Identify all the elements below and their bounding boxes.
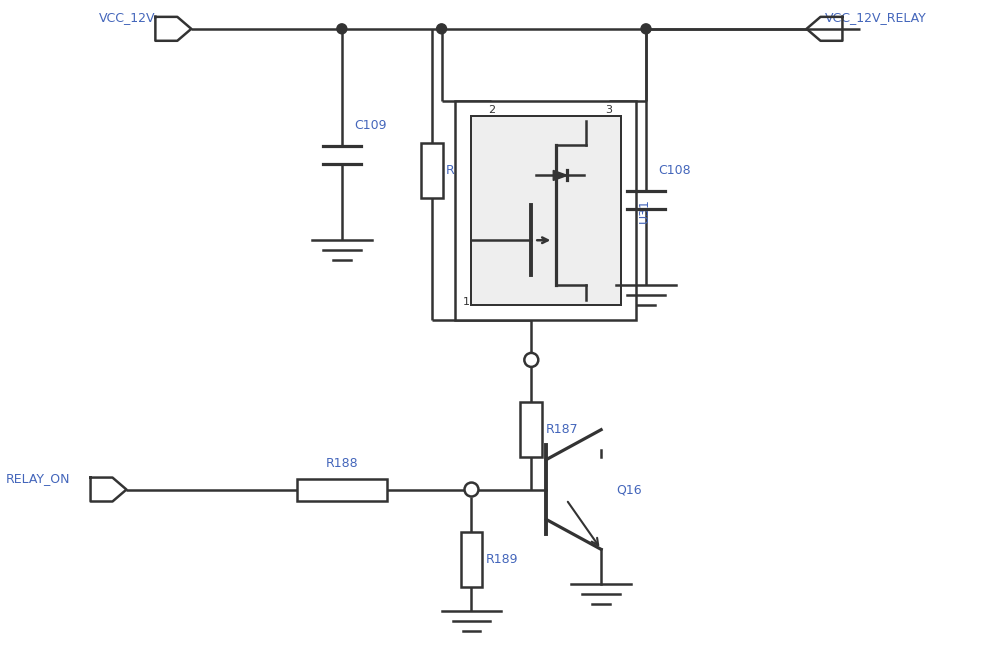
Text: RELAY_ON: RELAY_ON bbox=[5, 471, 70, 484]
Bar bbox=[455, 101, 636, 320]
Circle shape bbox=[641, 24, 651, 34]
Bar bbox=[297, 479, 387, 501]
Text: VCC_12V_RELAY: VCC_12V_RELAY bbox=[824, 11, 926, 24]
Text: VCC_12V: VCC_12V bbox=[99, 11, 156, 24]
Text: C108: C108 bbox=[658, 164, 691, 177]
Bar bbox=[461, 532, 482, 587]
Circle shape bbox=[437, 24, 447, 34]
Text: R186: R186 bbox=[446, 164, 478, 177]
Text: U31: U31 bbox=[637, 198, 650, 223]
Text: C109: C109 bbox=[354, 119, 386, 132]
Bar bbox=[471, 115, 621, 305]
Text: 1: 1 bbox=[463, 297, 470, 307]
Text: R189: R189 bbox=[485, 553, 518, 566]
Text: R188: R188 bbox=[326, 457, 358, 470]
Text: 3: 3 bbox=[606, 104, 613, 115]
Polygon shape bbox=[553, 170, 567, 181]
Circle shape bbox=[524, 353, 538, 367]
Bar bbox=[520, 402, 542, 457]
Circle shape bbox=[337, 24, 347, 34]
Text: R187: R187 bbox=[545, 423, 578, 436]
Bar bbox=[421, 143, 443, 198]
Circle shape bbox=[465, 482, 478, 497]
Text: Q16: Q16 bbox=[616, 483, 642, 496]
Text: 2: 2 bbox=[488, 104, 495, 115]
